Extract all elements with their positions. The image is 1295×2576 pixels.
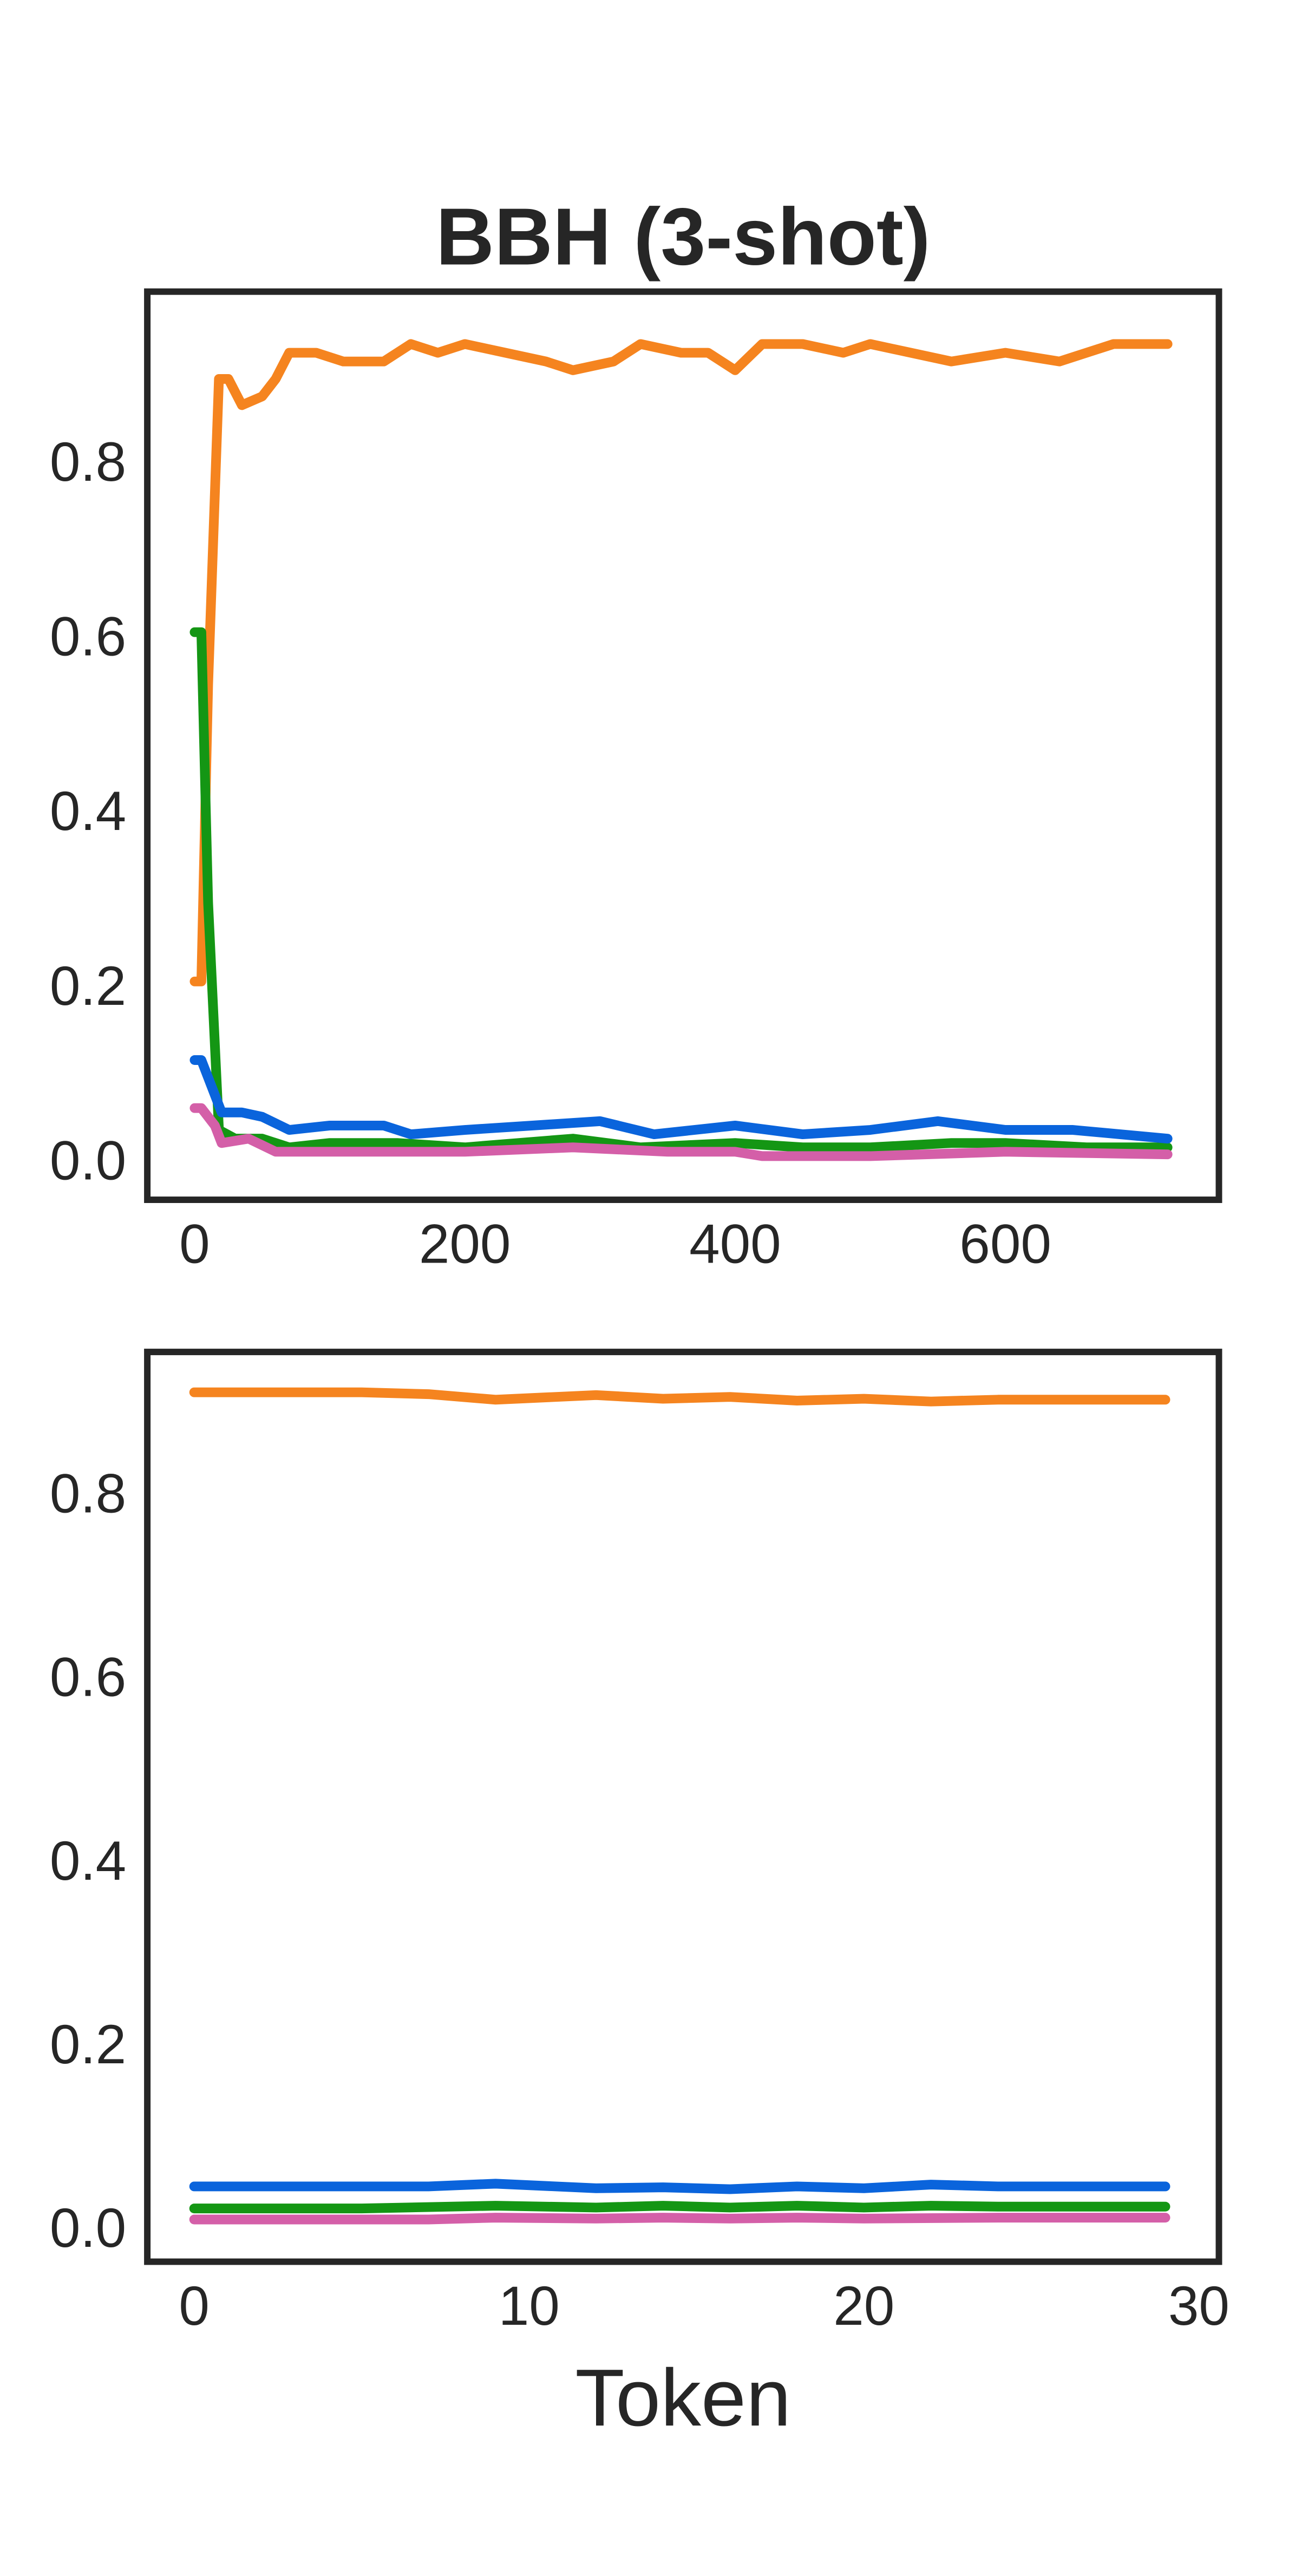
x-tick-label: 400	[689, 1213, 781, 1275]
y-tick-label: 0.4	[50, 780, 126, 842]
x-axis-label: Token	[575, 2352, 791, 2443]
x-tick-label: 30	[1168, 2275, 1229, 2337]
data-line	[189, 339, 1173, 986]
data-line	[189, 2201, 1170, 2214]
x-tick-label: 0	[179, 2275, 210, 2337]
axes-frame	[144, 1349, 1222, 2265]
data-line	[189, 627, 1173, 1153]
axes-frame	[144, 288, 1222, 1204]
y-tick-label: 0.0	[50, 2197, 126, 2259]
y-tick-label: 0.8	[50, 1463, 126, 1525]
x-tick-label: 0	[179, 1213, 210, 1275]
y-tick-label: 0.0	[50, 1129, 126, 1191]
y-tick-label: 0.2	[50, 2013, 126, 2075]
data-line	[189, 1103, 1173, 1161]
y-tick-label: 0.4	[50, 1830, 126, 1892]
data-line	[189, 2179, 1170, 2194]
data-line	[189, 2213, 1170, 2225]
x-tick-label: 600	[959, 1213, 1051, 1275]
x-tick-label: 20	[833, 2275, 894, 2337]
y-tick-label: 0.2	[50, 955, 126, 1017]
data-line	[189, 1387, 1170, 1407]
y-tick-label: 0.6	[50, 606, 126, 668]
data-line	[189, 1055, 1173, 1144]
x-tick-label: 10	[499, 2275, 560, 2337]
y-tick-label: 0.8	[50, 431, 126, 493]
chart-title: BBH (3-shot)	[436, 191, 931, 282]
y-tick-label: 0.6	[50, 1646, 126, 1708]
x-tick-label: 200	[419, 1213, 511, 1275]
